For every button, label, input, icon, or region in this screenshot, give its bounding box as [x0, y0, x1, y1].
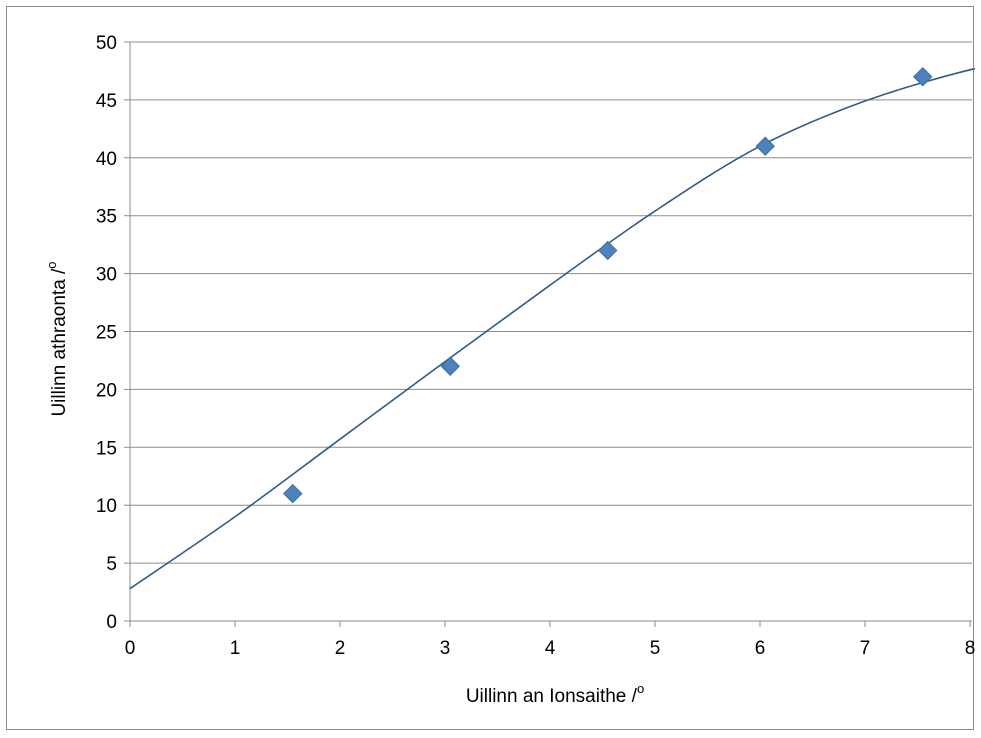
y-axis-title-superscript: o: [44, 261, 59, 268]
x-tick-label-4: 4: [545, 638, 556, 659]
y-tick-labels: 0 5 10 15 20 25 30 35 40 45 50: [96, 33, 117, 633]
y-tick-label-50: 50: [96, 33, 117, 54]
x-tick-label-0: 0: [125, 638, 136, 659]
data-points: [283, 67, 933, 504]
x-tick-label-1: 1: [230, 638, 241, 659]
x-axis-title: Uillinn an Ionsaithe /o: [466, 681, 644, 707]
y-axis-title: Uillinn athraonta /o: [44, 261, 70, 416]
data-point-0-1: [440, 356, 460, 376]
x-tick-labels: 0 1 2 3 4 5 6 7 8: [125, 638, 975, 659]
y-tick-label-10: 10: [96, 496, 117, 517]
y-tick-label-40: 40: [96, 149, 117, 170]
y-tick-label-35: 35: [96, 207, 117, 228]
trendline-layer: [129, 67, 975, 590]
grid-layer: [130, 41, 972, 564]
y-tick-label-15: 15: [96, 438, 117, 459]
x-axis-title-superscript: o: [637, 681, 644, 696]
y-tick-label-0: 0: [106, 612, 117, 633]
x-tick-label-8: 8: [965, 638, 975, 659]
y-tick-label-45: 45: [96, 91, 117, 112]
y-tick-label-30: 30: [96, 265, 117, 286]
x-tick-label-7: 7: [860, 638, 871, 659]
x-axis-title-text: Uillinn an Ionsaithe /: [466, 686, 638, 707]
trendline: [129, 67, 975, 590]
data-point-0-2: [598, 240, 618, 261]
data-point-0-3: [755, 136, 775, 156]
x-tick-label-6: 6: [755, 638, 766, 659]
x-tick-label-2: 2: [335, 638, 346, 659]
y-tick-label-5: 5: [106, 554, 117, 575]
y-tick-label-20: 20: [96, 380, 117, 401]
data-point-0-4: [913, 67, 933, 87]
data-point-0-0: [283, 483, 303, 504]
y-axis-title-text: Uillinn athraonta /: [49, 268, 70, 417]
x-tick-label-5: 5: [650, 638, 661, 659]
axis-layer: [124, 41, 972, 627]
x-tick-label-3: 3: [440, 638, 451, 659]
y-tick-label-25: 25: [96, 323, 117, 344]
